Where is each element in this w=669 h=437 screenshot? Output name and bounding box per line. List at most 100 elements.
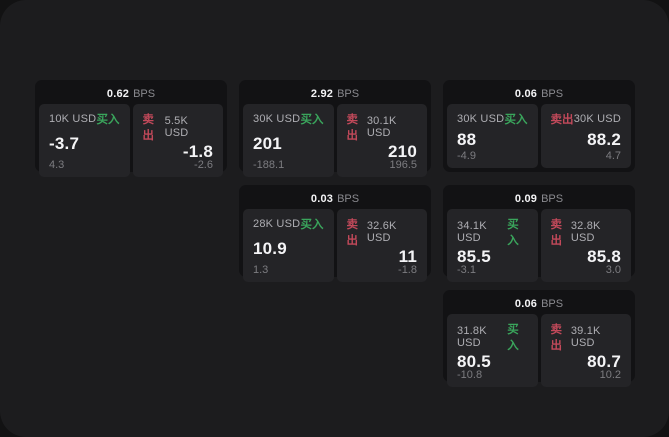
bps-suffix-label: BPS [133, 88, 156, 100]
buy-tile[interactable]: 30K USD 买入 201 -188.1 [243, 104, 334, 177]
quote-card-header: 0.06 BPS [447, 84, 631, 104]
sell-label: 卖出 [550, 114, 574, 126]
bps-suffix-label: BPS [337, 88, 360, 100]
quote-card-body: 10K USD 买入 -3.7 4.3 卖出 5.5K USD -1.8 -2.… [39, 104, 223, 177]
buy-label: 买入 [507, 324, 519, 352]
sell-amount: 5.5K USD [164, 115, 189, 139]
buy-tile[interactable]: 10K USD 买入 -3.7 4.3 [39, 104, 130, 177]
sell-tile[interactable]: 卖出 30K USD 88.2 4.7 [540, 104, 631, 168]
bps-value: 2.92 [310, 88, 334, 100]
sell-tile[interactable]: 卖出 5.5K USD -1.8 -2.6 [132, 104, 223, 177]
sell-tile-top: 卖出 39.1K USD [551, 321, 622, 353]
sell-tile[interactable]: 卖出 32.6K USD 11 -1.8 [336, 209, 427, 282]
sell-tile[interactable]: 卖出 32.8K USD 85.8 3.0 [540, 209, 631, 282]
buy-amount: 34.1K USD [457, 220, 487, 244]
quote-card-header: 0.03 BPS [243, 189, 427, 209]
buy-delta: -10.8 [457, 369, 483, 381]
buy-tile-top: 10K USD 买入 [49, 111, 120, 127]
buy-delta: -4.9 [457, 150, 476, 162]
buy-label: 买入 [300, 219, 324, 231]
sell-tile-top: 卖出 30K USD [551, 111, 622, 127]
sell-delta: 3.0 [605, 264, 621, 276]
sell-amount: 39.1K USD [570, 325, 601, 349]
sell-price: -1.8 [182, 142, 213, 161]
buy-tile-top: 30K USD 买入 [457, 111, 528, 127]
sell-amount: 30.1K USD [366, 115, 397, 139]
sell-tile-top: 卖出 32.8K USD [551, 216, 622, 248]
bps-value: 0.06 [514, 298, 538, 310]
buy-tile-top: 30K USD 买入 [253, 111, 324, 127]
sell-label: 卖出 [346, 219, 359, 247]
quote-card: 0.62 BPS 10K USD 买入 -3.7 4.3 卖出 5.5K USD… [35, 80, 227, 177]
buy-label: 买入 [504, 114, 528, 126]
buy-label: 买入 [507, 219, 519, 247]
bps-value: 0.62 [106, 88, 130, 100]
sell-label: 卖出 [142, 114, 155, 142]
quote-card: 2.92 BPS 30K USD 买入 201 -188.1 卖出 30.1K … [239, 80, 431, 177]
bps-value: 0.06 [514, 88, 538, 100]
bps-suffix-label: BPS [337, 193, 360, 205]
buy-delta: 1.3 [253, 264, 269, 276]
quote-card-header: 0.06 BPS [447, 294, 631, 314]
sell-delta: 196.5 [389, 159, 417, 171]
sell-tile-top: 卖出 30.1K USD [347, 111, 418, 143]
quote-card-body: 28K USD 买入 10.9 1.3 卖出 32.6K USD 11 -1.8 [243, 209, 427, 282]
sell-delta: 4.7 [605, 150, 621, 162]
buy-price: 80.5 [457, 352, 491, 371]
sell-amount: 30K USD [573, 113, 621, 125]
sell-price: 210 [388, 142, 417, 161]
sell-tile-top: 卖出 5.5K USD [143, 111, 214, 143]
sell-delta: 10.2 [599, 369, 621, 381]
bps-suffix-label: BPS [541, 193, 564, 205]
quote-card-body: 34.1K USD 买入 85.5 -3.1 卖出 32.8K USD 85.8… [447, 209, 631, 282]
buy-amount: 31.8K USD [457, 325, 487, 349]
buy-amount: 30K USD [457, 113, 505, 125]
buy-tile-top: 31.8K USD 买入 [457, 321, 528, 353]
quote-card: 0.06 BPS 30K USD 买入 88 -4.9 卖出 30K USD 8… [443, 80, 635, 172]
quote-card-body: 31.8K USD 买入 80.5 -10.8 卖出 39.1K USD 80.… [447, 314, 631, 387]
bps-suffix-label: BPS [541, 298, 564, 310]
quote-card-body: 30K USD 买入 88 -4.9 卖出 30K USD 88.2 4.7 [447, 104, 631, 168]
buy-label: 买入 [300, 114, 324, 126]
bps-suffix-label: BPS [541, 88, 564, 100]
buy-tile-top: 28K USD 买入 [253, 216, 324, 232]
buy-tile-top: 34.1K USD 买入 [457, 216, 528, 248]
sell-delta: -2.6 [194, 159, 213, 171]
sell-label: 卖出 [550, 324, 563, 352]
buy-tile[interactable]: 30K USD 买入 88 -4.9 [447, 104, 538, 168]
quote-card: 0.06 BPS 31.8K USD 买入 80.5 -10.8 卖出 39.1… [443, 290, 635, 387]
quote-card-header: 0.09 BPS [447, 189, 631, 209]
sell-price: 85.8 [587, 247, 621, 266]
buy-tile[interactable]: 28K USD 买入 10.9 1.3 [243, 209, 334, 282]
buy-tile[interactable]: 31.8K USD 买入 80.5 -10.8 [447, 314, 538, 387]
buy-amount: 10K USD [49, 113, 97, 125]
buy-price: 85.5 [457, 247, 491, 266]
buy-tile[interactable]: 34.1K USD 买入 85.5 -3.1 [447, 209, 538, 282]
buy-delta: 4.3 [49, 159, 65, 171]
bps-value: 0.03 [310, 193, 334, 205]
sell-price: 80.7 [587, 352, 621, 371]
quote-card: 0.09 BPS 34.1K USD 买入 85.5 -3.1 卖出 32.8K… [443, 185, 635, 282]
buy-amount: 28K USD [253, 218, 301, 230]
buy-amount: 30K USD [253, 113, 301, 125]
sell-label: 卖出 [346, 114, 359, 142]
buy-label: 买入 [96, 114, 120, 126]
buy-price: -3.7 [49, 134, 80, 153]
sell-tile[interactable]: 卖出 30.1K USD 210 196.5 [336, 104, 427, 177]
quote-card: 0.03 BPS 28K USD 买入 10.9 1.3 卖出 32.6K US… [239, 185, 431, 282]
sell-price: 88.2 [587, 129, 621, 149]
sell-label: 卖出 [550, 219, 563, 247]
buy-price: 201 [253, 134, 282, 153]
cards-grid: 0.62 BPS 10K USD 买入 -3.7 4.3 卖出 5.5K USD… [35, 80, 635, 387]
buy-price: 10.9 [253, 239, 287, 258]
quote-card-header: 2.92 BPS [243, 84, 427, 104]
bps-value: 0.09 [514, 193, 538, 205]
sell-tile[interactable]: 卖出 39.1K USD 80.7 10.2 [540, 314, 631, 387]
sell-price: 11 [398, 247, 417, 266]
buy-delta: -188.1 [253, 159, 285, 171]
quote-card-body: 30K USD 买入 201 -188.1 卖出 30.1K USD 210 1… [243, 104, 427, 177]
sell-amount: 32.8K USD [570, 220, 601, 244]
sell-amount: 32.6K USD [366, 220, 397, 244]
